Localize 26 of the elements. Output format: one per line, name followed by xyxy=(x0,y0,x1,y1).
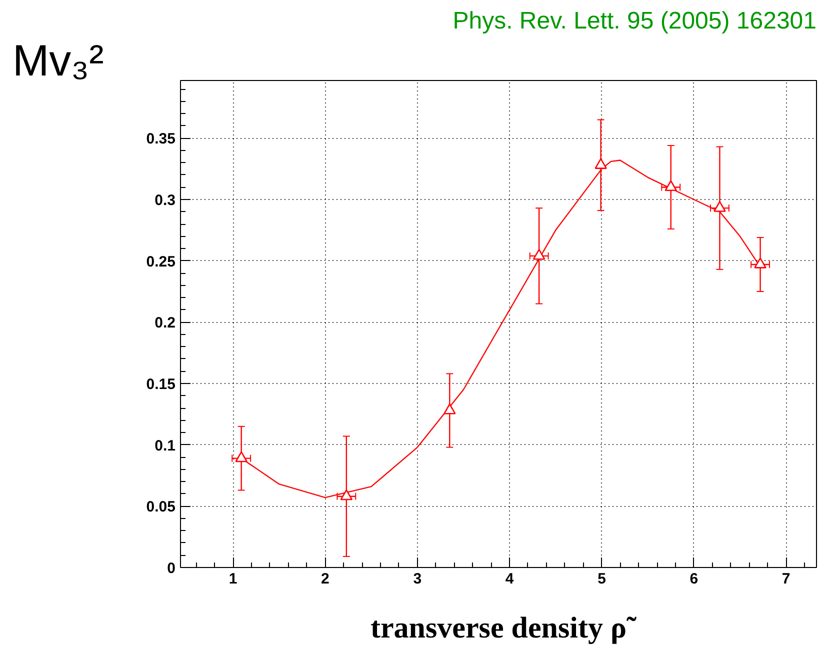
y-axis-title: Mv₃² xyxy=(12,36,104,86)
x-tick-label: 1 xyxy=(228,570,238,588)
x-tick-label: 6 xyxy=(690,570,698,588)
y-tick-label: 0.3 xyxy=(154,192,176,209)
x-axis-title: transverse density ρ̃ xyxy=(370,612,637,644)
point xyxy=(594,158,607,169)
y-tick-label: 0.05 xyxy=(146,498,176,516)
point xyxy=(754,258,766,268)
x-tick-label: 3 xyxy=(413,570,422,588)
point xyxy=(444,403,456,414)
y-tick-label: 0.2 xyxy=(154,314,176,332)
text: Phys. Rev. Lett. 95 (2005) 162301 xyxy=(452,8,817,34)
point xyxy=(664,180,678,192)
y-tick-label: 0.25 xyxy=(146,253,176,270)
x-tick-label: 5 xyxy=(598,570,606,588)
point xyxy=(235,451,248,462)
x-tick-label: 4 xyxy=(505,570,514,588)
point xyxy=(714,201,726,212)
y-tick-label: 0 xyxy=(167,560,176,577)
y-tick-label: 0.35 xyxy=(146,130,176,148)
point xyxy=(532,248,546,260)
x-tick-label: 2 xyxy=(321,570,330,588)
point xyxy=(340,489,353,500)
x-tick-label: 7 xyxy=(782,570,790,588)
y-tick-label: 0.1 xyxy=(154,437,176,454)
y-tick-label: 0.15 xyxy=(146,376,176,393)
